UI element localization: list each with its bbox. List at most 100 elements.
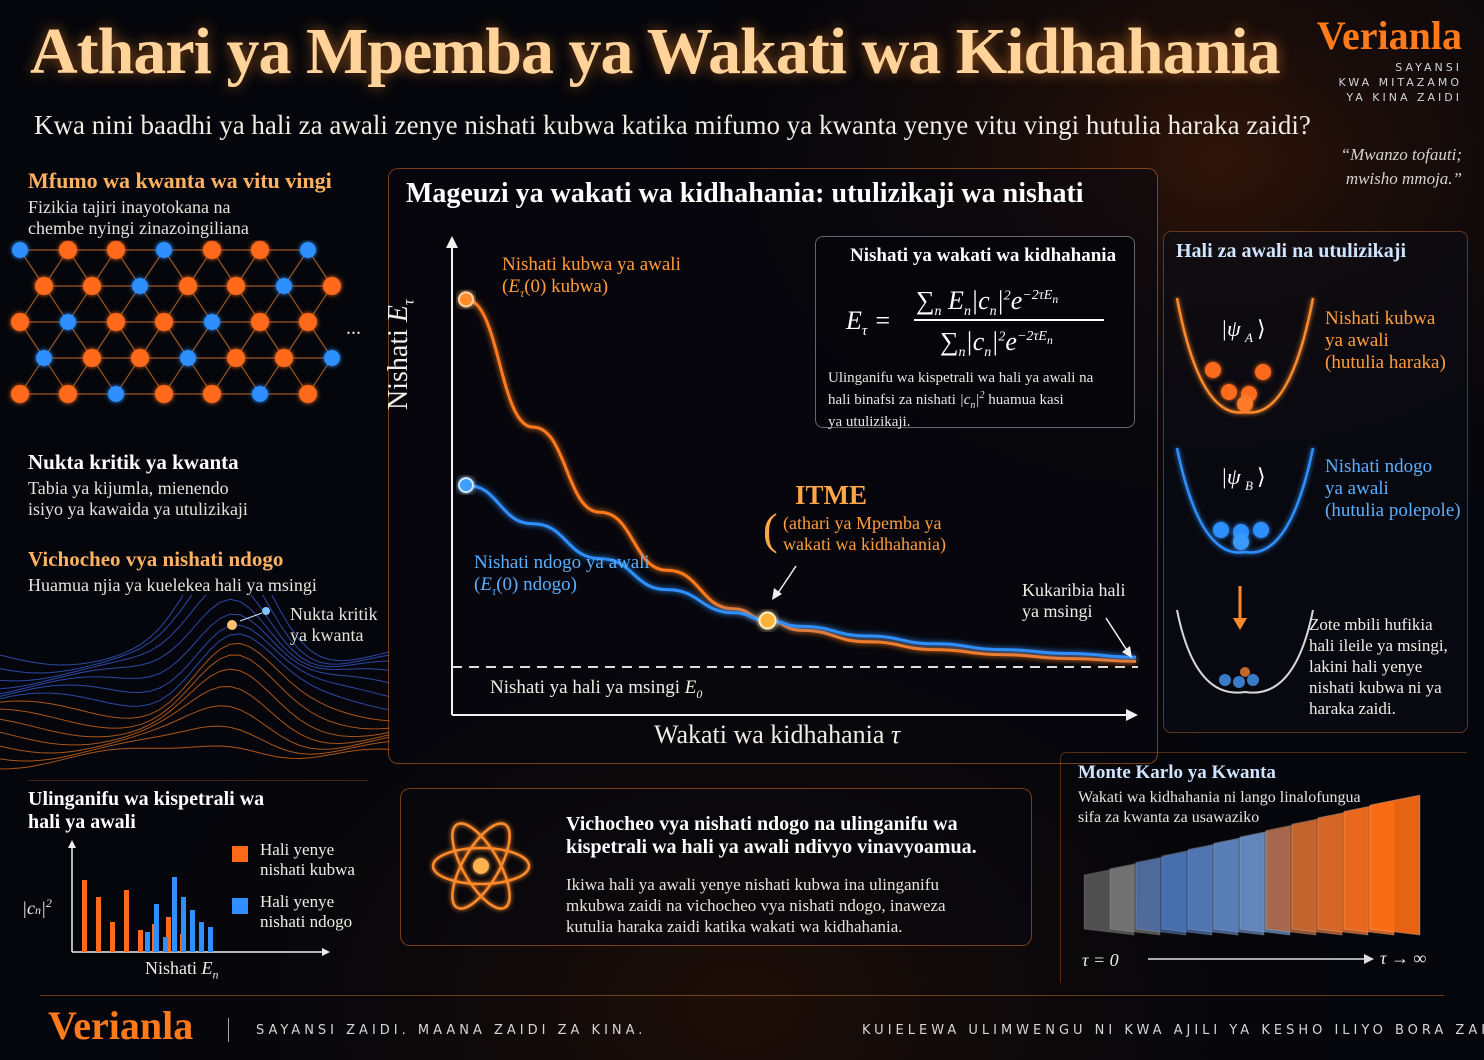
spectral-bar-low [145, 932, 150, 952]
lattice-particle [179, 277, 197, 295]
lattice-illustration [11, 241, 341, 403]
footer-tagline-left: SAYANSI ZAIDI. MAANA ZAIDI ZA KINA. [256, 1023, 647, 1038]
section-title-spectral: Ulinganifu wa kispetrali wa hali ya awal… [28, 788, 264, 834]
spectral-xlabel: Nishati En [145, 958, 219, 982]
lattice-particle [252, 386, 268, 402]
footer-tagline-right: KUIELEWA ULIMWENGU NI KWA AJILI YA KESHO… [862, 1023, 1484, 1038]
section-title-low-energy: Vichocheo vya nishati ndogo [28, 547, 284, 571]
landscape-line [0, 668, 390, 738]
brand-logo: Verianla [1316, 13, 1462, 58]
text-line: Ulinganifu wa kispetrali wa hali ya awal… [828, 370, 1094, 386]
lattice-particle [180, 350, 196, 366]
divider [28, 780, 368, 781]
lattice-particle [299, 313, 317, 331]
text-line: Hali yenye [260, 840, 335, 859]
text-line: kispetrali wa hali ya awali ndivyo vinav… [566, 836, 977, 858]
text-line: (hutulia polepole) [1325, 500, 1461, 521]
text-line: chembe nyingi zinazoingiliana [28, 218, 249, 238]
lattice-particle [108, 386, 124, 402]
text-line: Nishati kubwa ya awali [502, 254, 681, 275]
label-suffix: kubwa) [551, 276, 609, 297]
right-panel [1163, 231, 1468, 733]
brand-tagline: SAYANSI KWA MITAZAMO YA KINA ZAIDI [1262, 60, 1462, 105]
text-line: (hutulia haraka) [1325, 352, 1446, 373]
lattice-particle [12, 242, 28, 258]
tagline-line: SAYANSI [1395, 61, 1462, 74]
particle [1219, 674, 1231, 686]
approach-label: Kukaribia hali ya msingi [1022, 580, 1125, 622]
lattice-network [11, 241, 341, 403]
lattice-particle [107, 313, 125, 331]
landscape-line [0, 705, 390, 754]
spectral-bar-high [166, 917, 171, 952]
state-b-ket: ⟩ [1257, 464, 1266, 489]
spectral-bar-low [163, 937, 168, 952]
text-line: nishati kubwa [260, 860, 355, 879]
text-line: hali ya awali [28, 811, 136, 833]
particle [1213, 522, 1229, 538]
text-line: mkubwa zaidi na vichocheo vya nishati nd… [566, 896, 946, 915]
lattice-particle [156, 242, 172, 258]
text-line: Wakati wa kidhahania ni lango linalofung… [1078, 789, 1361, 806]
lattice-particle [60, 314, 76, 330]
text-line: Nishati kubwa [1325, 308, 1436, 329]
lattice-particle [83, 277, 101, 295]
landscape-line [0, 633, 390, 711]
xlabel-text: Nishati [145, 958, 197, 978]
lattice-particle [276, 278, 292, 294]
particle [1233, 676, 1245, 688]
chart-xlabel: Wakati wa kidhahania τ [654, 720, 901, 749]
legend-high: Hali yenye nishati kubwa [260, 840, 355, 880]
section-text-many-body: Fizikia tajiri inayotokana na chembe nyi… [28, 197, 249, 239]
spectral-bar-low [190, 910, 195, 952]
right-panel-title: Hali za awali na utulizikaji [1176, 240, 1407, 262]
text-line: nishati kubwa ni ya [1309, 678, 1442, 697]
section-text-critical-point: Tabia ya kijumla, mienendo isiyo ya kawa… [28, 478, 248, 520]
spectral-bar-low [154, 904, 159, 952]
spectral-bar-high [138, 930, 143, 952]
lattice-particle [251, 241, 269, 259]
text-line: ya awali [1325, 330, 1389, 351]
lattice-particle [107, 241, 125, 259]
lattice-particle [11, 385, 29, 403]
text-line: isiyo ya kawaida ya utulizikaji [28, 499, 248, 519]
lattice-particle [155, 313, 173, 331]
landscape-line [0, 598, 390, 690]
lattice-particle [155, 385, 173, 403]
spectral-bar-low [208, 927, 213, 952]
formula-title: Nishati ya wakati wa kidhahania [850, 245, 1117, 266]
spectral-bars [82, 877, 213, 952]
section-title-many-body: Mfumo wa kwanta wa vitu vingi [28, 168, 332, 193]
label-suffix: ndogo) [523, 574, 577, 595]
start-point-high [458, 291, 474, 308]
quote-line: mwisho mmoja.” [1345, 169, 1462, 188]
ylabel-text: |c [22, 898, 35, 918]
spectral-bar-high [82, 880, 87, 952]
slice-stack [1083, 795, 1421, 936]
footer-divider [40, 995, 1444, 996]
itme-pointer [775, 565, 797, 597]
text-line: wakati wa kidhahania) [783, 534, 946, 554]
lattice-particle [300, 242, 316, 258]
lattice-particle [35, 277, 53, 295]
monte-carlo-title: Monte Karlo ya Kwanta [1078, 762, 1276, 783]
landscape-line [0, 654, 390, 730]
tagline-line: YA KINA ZAIDI [1346, 91, 1462, 104]
energy-landscape-illustration [0, 595, 390, 770]
legend-swatch-high [232, 846, 248, 862]
footer-brand: Verianla [48, 1003, 194, 1048]
spectral-bar-low [181, 897, 186, 952]
section-text-low-energy: Huamua njia ya kuelekea hali ya msingi [28, 575, 317, 595]
tau-axis-arrow [1364, 954, 1374, 964]
text-line: ya msingi [1022, 601, 1093, 621]
text-line: Ulinganifu wa kispetrali wa [28, 788, 265, 810]
blue-point-marker [262, 607, 270, 615]
text-line: haraka zaidi. [1309, 699, 1396, 718]
itme-description: (athari ya Mpemba ya wakati wa kidhahani… [783, 513, 946, 555]
x-axis-arrow [322, 948, 330, 956]
landscape-line [0, 595, 390, 674]
y-axis-arrow [68, 840, 76, 848]
lattice-particle [324, 350, 340, 366]
text-line: (athari ya Mpemba ya [783, 513, 942, 533]
landscape-line [0, 595, 390, 666]
